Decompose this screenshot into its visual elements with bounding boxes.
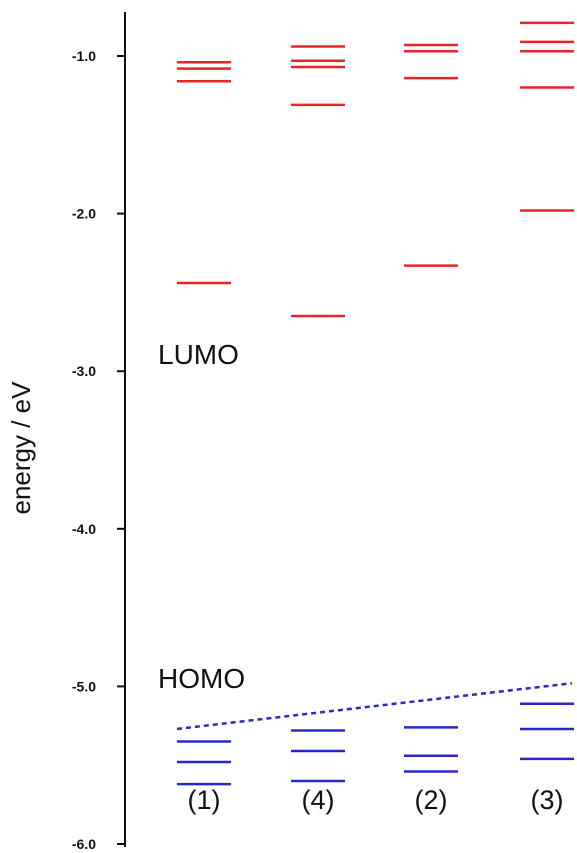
y-tick-label: -6.0 [72,836,96,852]
category-labels: (1) (4) (2) (3) [188,785,564,815]
y-tick-label: -1.0 [72,48,96,64]
y-tick-label: -5.0 [72,678,96,694]
y-tick-label: -3.0 [72,363,96,379]
energy-levels [177,21,574,786]
category-label: (4) [302,785,335,815]
y-axis-ticks: -1.0 -2.0 -3.0 -4.0 -5.0 -6.0 [72,48,125,852]
lumo-label: LUMO [158,339,239,370]
category-label: (3) [531,785,564,815]
homo-trend-line [176,682,573,731]
y-tick-label: -4.0 [72,521,96,537]
category-label: (2) [415,785,448,815]
category-label: (1) [188,785,221,815]
y-tick-label: -2.0 [72,206,96,222]
homo-label: HOMO [158,663,245,694]
y-axis-label: energy / eV [6,381,36,515]
